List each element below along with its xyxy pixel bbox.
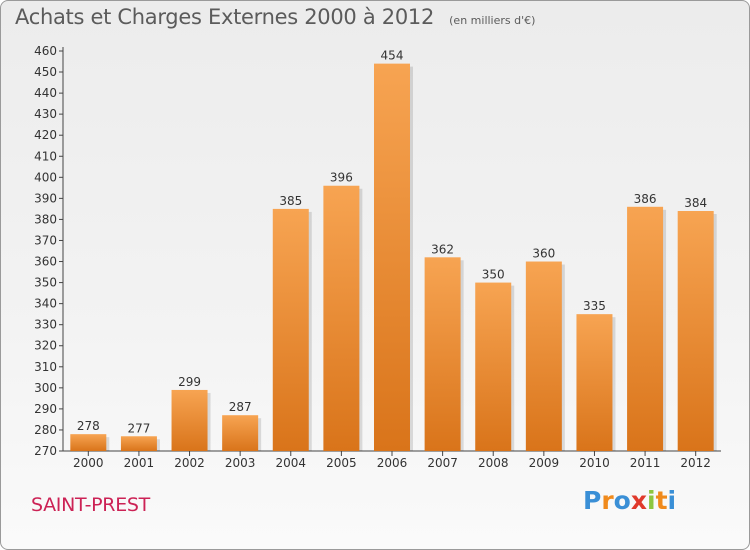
bar — [677, 211, 714, 451]
bar-value-label: 362 — [431, 242, 454, 256]
bar — [424, 257, 461, 451]
bar-value-label: 454 — [381, 49, 404, 63]
bar-value-label: 360 — [532, 247, 555, 261]
x-tick-label: 2000 — [73, 456, 104, 470]
title-row: Achats et Charges Externes 2000 à 2012 (… — [15, 5, 535, 29]
bar-value-label: 277 — [127, 421, 150, 435]
x-tick-label: 2005 — [326, 456, 357, 470]
bar-value-label: 396 — [330, 171, 353, 185]
bar — [374, 63, 410, 451]
y-tick-label: 270 — [34, 444, 57, 458]
place-name: SAINT-PREST — [31, 494, 150, 516]
bar — [627, 206, 664, 451]
y-tick-label: 400 — [34, 170, 57, 184]
bar-value-label: 384 — [684, 196, 707, 210]
bar — [120, 436, 157, 451]
y-tick-label: 330 — [34, 318, 57, 332]
bar — [576, 314, 613, 451]
y-tick-label: 390 — [34, 191, 57, 205]
x-tick-label: 2010 — [579, 456, 610, 470]
logo-letter: t — [655, 486, 668, 515]
bar-value-label: 278 — [77, 419, 100, 433]
y-tick-label: 450 — [34, 65, 57, 79]
bar-value-label: 386 — [634, 192, 657, 206]
x-tick-label: 2008 — [478, 456, 509, 470]
y-tick-label: 350 — [34, 276, 57, 290]
bar-value-label: 299 — [178, 375, 201, 389]
x-tick-label: 2007 — [427, 456, 458, 470]
x-tick-label: 2011 — [630, 456, 661, 470]
x-tick-label: 2003 — [225, 456, 256, 470]
logo-letter: i — [647, 486, 656, 515]
chart-subtitle: (en milliers d'€) — [449, 14, 536, 27]
y-tick-label: 280 — [34, 423, 57, 437]
y-tick-label: 290 — [34, 402, 57, 416]
bar-value-label: 335 — [583, 299, 606, 313]
y-tick-label: 420 — [34, 128, 57, 142]
bar-value-label: 287 — [229, 400, 252, 414]
x-tick-label: 2009 — [529, 456, 560, 470]
y-tick-label: 410 — [34, 149, 57, 163]
bar — [222, 415, 259, 451]
y-tick-label: 340 — [34, 297, 57, 311]
y-tick-label: 320 — [34, 339, 57, 353]
logo-letter: x — [630, 486, 647, 515]
logo-letter: i — [667, 486, 677, 515]
bar-value-label: 385 — [279, 194, 302, 208]
x-tick-label: 2004 — [275, 456, 306, 470]
x-tick-label: 2002 — [174, 456, 205, 470]
x-tick-label: 2012 — [680, 456, 711, 470]
bar — [171, 389, 208, 451]
y-tick-label: 300 — [34, 381, 57, 395]
y-tick-label: 360 — [34, 255, 57, 269]
logo-letter: o — [613, 486, 631, 515]
bar — [272, 208, 309, 451]
bar — [323, 185, 360, 451]
bar — [475, 282, 512, 451]
y-tick-label: 380 — [34, 212, 57, 226]
logo-letter: P — [583, 486, 602, 515]
logo-letter: r — [601, 486, 614, 515]
bar — [70, 434, 107, 451]
bar-value-label: 350 — [482, 268, 505, 282]
y-tick-label: 460 — [34, 44, 57, 58]
y-tick-label: 310 — [34, 360, 57, 374]
y-tick-label: 440 — [34, 86, 57, 100]
x-tick-label: 2006 — [377, 456, 408, 470]
x-tick-label: 2001 — [124, 456, 155, 470]
chart-title: Achats et Charges Externes 2000 à 2012 — [15, 5, 435, 29]
proxiti-logo: Proxiti — [583, 486, 676, 515]
y-tick-label: 370 — [34, 233, 57, 247]
bar — [525, 261, 562, 451]
y-tick-label: 430 — [34, 107, 57, 121]
